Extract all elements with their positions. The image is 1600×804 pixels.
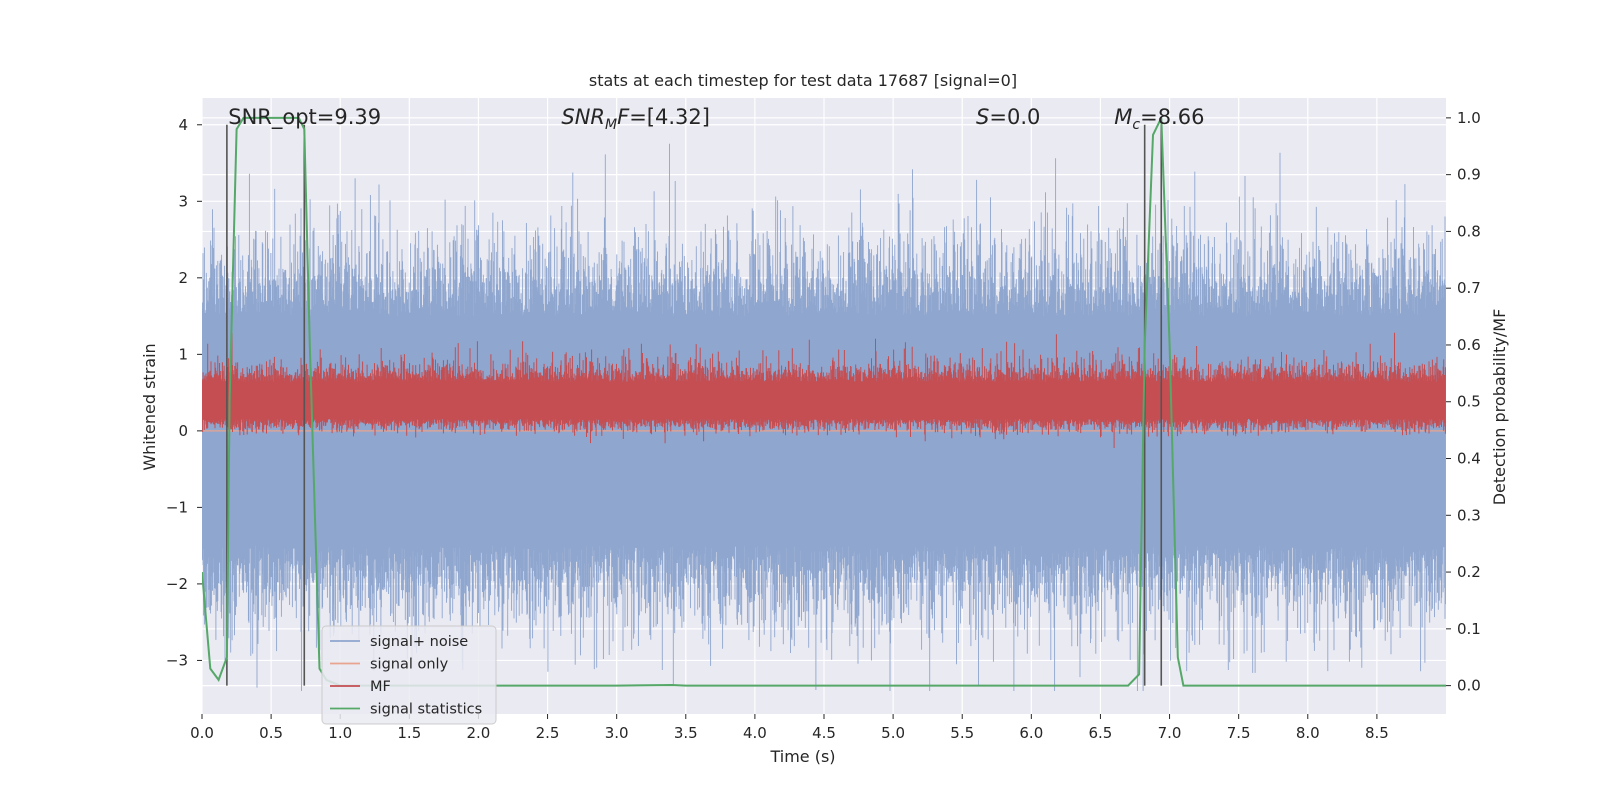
y-left-tick-label: −3 <box>166 651 188 669</box>
annotation-s-part: S <box>976 105 989 129</box>
annotation-snr-mf-part: F=[4.32] <box>617 105 710 129</box>
annotation-snr-opt: SNR_opt=9.39 <box>228 105 381 130</box>
x-tick-label: 3.0 <box>605 724 629 742</box>
x-tick-label: 3.5 <box>674 724 698 742</box>
y-right-tick-label: 1.0 <box>1457 109 1481 127</box>
annotation-mc-part: =8.66 <box>1140 105 1204 129</box>
y-right-tick-label: 0.3 <box>1457 506 1481 524</box>
y-left-tick-label: −2 <box>166 575 188 593</box>
x-tick-label: 0.0 <box>190 724 214 742</box>
y-right-tick-label: 0.5 <box>1457 393 1481 411</box>
x-tick-label: 7.0 <box>1158 724 1182 742</box>
x-tick-label: 5.5 <box>950 724 974 742</box>
legend: signal+ noise signal only MF signal statist… <box>321 625 497 725</box>
mf-trace <box>202 332 1446 448</box>
legend-label: MF <box>370 679 391 695</box>
x-tick-label: 4.5 <box>812 724 836 742</box>
annotation-mc: Mc=8.66 <box>1114 105 1204 133</box>
y-right-tick-label: 0.1 <box>1457 620 1481 638</box>
series-layer <box>202 116 1446 691</box>
legend-box <box>321 625 497 725</box>
y-left-tick-label: 3 <box>178 192 188 210</box>
chart-title: stats at each timestep for test data 176… <box>589 71 1017 90</box>
annotation-snr-mf-part: F <box>617 105 630 129</box>
y-left-tick-label: 4 <box>178 116 188 134</box>
y-right-tick-label: 0.7 <box>1457 279 1481 297</box>
y-right-tick-label: 0.6 <box>1457 336 1481 354</box>
annotation-snr-mf-part: M <box>605 117 617 133</box>
x-tick-label: 0.5 <box>259 724 283 742</box>
annotation-snr-mf: SNRMF=[4.32] <box>561 105 710 133</box>
annotations: SNR_opt=9.39 SNRMF=[4.32] S=0.0 Mc=8.66 <box>228 105 1204 133</box>
y-left-tick-label: −1 <box>166 498 188 516</box>
annotation-snr-mf-part: SNR <box>561 105 605 129</box>
annotation-mc-part: M <box>1114 105 1132 129</box>
x-tick-label: 1.0 <box>328 724 352 742</box>
y-left-tick-label: 2 <box>178 269 188 287</box>
annotation-s-part: =0.0 <box>989 105 1040 129</box>
x-tick-label: 6.0 <box>1019 724 1043 742</box>
annotation-mc-part: c <box>1132 117 1140 133</box>
y-right-tick-label: 0.9 <box>1457 166 1481 184</box>
y-left-tick-label: 0 <box>178 422 188 440</box>
annotation-s: S=0.0 <box>976 105 1040 129</box>
y-axis-left-label: Whitened strain <box>140 343 159 470</box>
legend-label: signal+ noise <box>370 634 468 650</box>
x-tick-label: 2.5 <box>536 724 560 742</box>
y-right-tick-label: 0.8 <box>1457 222 1481 240</box>
axes-layer: 0.0 0.5 1.0 1.5 2.0 2.5 3.0 3.5 4.0 4.5 5.0 5.5 6.0 6… <box>166 109 1481 742</box>
x-tick-label: 8.0 <box>1296 724 1320 742</box>
x-tick-label: 2.0 <box>467 724 491 742</box>
legend-label: signal only <box>370 657 449 673</box>
x-axis-label: Time (s) <box>769 747 835 766</box>
legend-label: signal statistics <box>370 702 482 718</box>
y-left-tick-label: 1 <box>178 345 188 363</box>
y-right-tick-label: 0.0 <box>1457 677 1481 695</box>
annotation-snr-mf-part: =[4.32] <box>629 105 710 129</box>
y-right-tick-label: 0.4 <box>1457 450 1481 468</box>
y-axis-right-label: Detection probability/MF <box>1490 309 1509 506</box>
x-tick-label: 5.0 <box>881 724 905 742</box>
x-tick-label: 4.0 <box>743 724 767 742</box>
x-tick-label: 8.5 <box>1365 724 1389 742</box>
x-tick-label: 7.5 <box>1227 724 1251 742</box>
series-mf <box>202 332 1446 448</box>
y-right-tick-label: 0.2 <box>1457 563 1481 581</box>
x-tick-label: 6.5 <box>1089 724 1113 742</box>
x-tick-label: 1.5 <box>397 724 421 742</box>
